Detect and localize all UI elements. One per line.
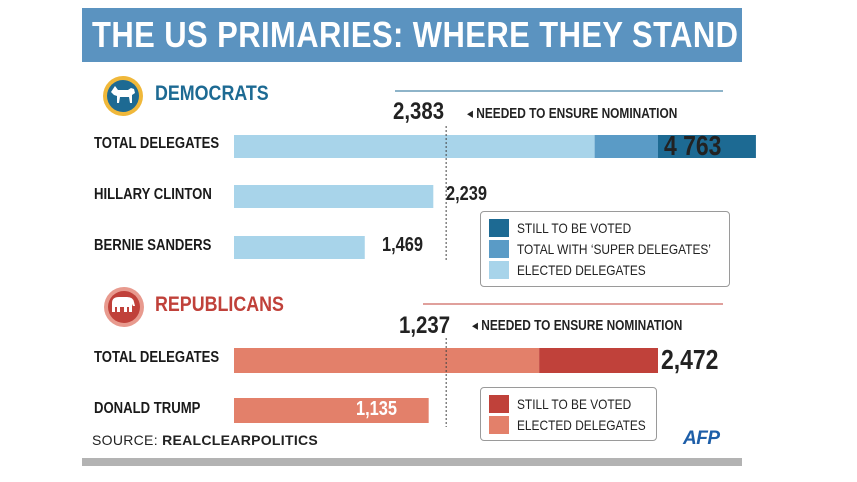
dem-legend-text: STILL TO BE VOTED: [517, 220, 632, 236]
dem-bar-elected: [234, 236, 365, 259]
rep-legend-item: ELECTED DELEGATES: [489, 415, 668, 435]
rep-bar-elected: [234, 398, 429, 423]
rep-threshold-value: 1,237: [399, 312, 451, 339]
dem-row-label-sanders: BERNIE SANDERS: [94, 237, 212, 254]
dem-bar-super: [594, 135, 658, 158]
dem-row-label-total: TOTAL DELEGATES: [94, 135, 220, 152]
dem-legend-item: ELECTED DELEGATES: [489, 260, 668, 280]
dem-value-sanders: 1,469: [382, 234, 424, 256]
rep-legend-text: STILL TO BE VOTED: [517, 396, 632, 412]
rep-threshold-label: ◂ NEEDED TO ENSURE NOMINATION: [472, 318, 683, 334]
dem-threshold-text: NEEDED TO ENSURE NOMINATION: [476, 106, 678, 122]
dem-value-clinton: 2,239: [446, 183, 488, 205]
dem-legend-text: ELECTED DELEGATES: [517, 262, 646, 278]
dem-row-label-clinton: HILLARY CLINTON: [94, 186, 212, 203]
republicans-title: REPUBLICANS: [155, 293, 284, 316]
dem-legend-swatch-still: [489, 219, 509, 237]
dem-threshold-label: ◂ NEEDED TO ENSURE NOMINATION: [467, 106, 678, 122]
source-name: REALCLEARPOLITICS: [162, 432, 319, 448]
rep-legend-swatch-elected: [489, 416, 509, 434]
dem-legend-item: STILL TO BE VOTED: [489, 218, 651, 238]
rep-bar-still: [539, 348, 658, 373]
dem-bar-elected: [234, 135, 595, 158]
rep-threshold-text: NEEDED TO ENSURE NOMINATION: [481, 318, 683, 334]
source-prefix: SOURCE:: [92, 432, 163, 448]
rep-row-label-trump: DONALD TRUMP: [94, 400, 201, 417]
rep-legend-text: ELECTED DELEGATES: [517, 417, 646, 433]
page-title: THE US PRIMARIES: WHERE THEY STAND: [92, 14, 739, 55]
democrats-title: DEMOCRATS: [155, 82, 269, 105]
elephant-icon: [104, 287, 144, 327]
source-note: SOURCE: REALCLEARPOLITICS: [92, 432, 318, 448]
dem-legend-item: TOTAL WITH ‘SUPER DELEGATES’: [489, 239, 745, 259]
rep-legend-item: STILL TO BE VOTED: [489, 394, 651, 414]
afp-logo: AFP: [683, 428, 720, 449]
dem-bar-still: [658, 135, 756, 158]
rep-legend: STILL TO BE VOTED ELECTED DELEGATES: [480, 387, 657, 441]
dem-bar-elected: [234, 185, 434, 208]
bottom-rule: [82, 458, 742, 466]
dem-legend-swatch-super: [489, 240, 509, 258]
rep-bar-elected: [234, 348, 540, 373]
rep-row-label-total: TOTAL DELEGATES: [94, 349, 220, 366]
rep-value-total: 2,472: [661, 344, 719, 375]
dem-legend-text: TOTAL WITH ‘SUPER DELEGATES’: [517, 241, 711, 257]
dem-legend-swatch-elected: [489, 261, 509, 279]
rep-value-trump: 1,135: [356, 398, 398, 420]
dem-threshold-value: 2,383: [393, 98, 445, 125]
dem-value-total: 4 763: [664, 130, 722, 161]
dem-legend: STILL TO BE VOTED TOTAL WITH ‘SUPER DELE…: [480, 211, 730, 287]
donkey-icon: [103, 76, 143, 116]
rep-legend-swatch-still: [489, 395, 509, 413]
title-banner: THE US PRIMARIES: WHERE THEY STAND: [82, 8, 742, 62]
